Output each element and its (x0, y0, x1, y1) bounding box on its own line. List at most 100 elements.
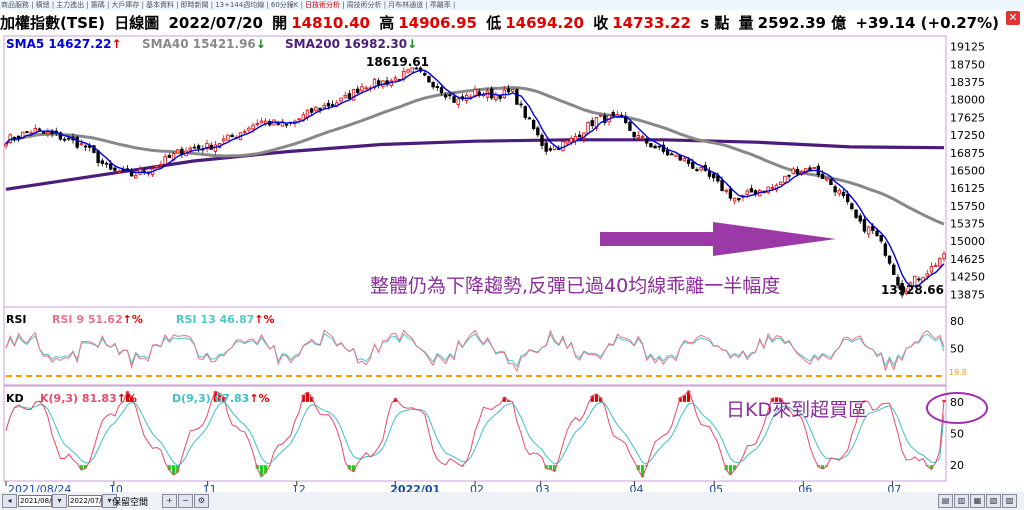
kd-extreme-fill (301, 394, 305, 402)
candle (770, 186, 775, 189)
candle (519, 103, 523, 106)
candle (665, 149, 670, 156)
prev-icon[interactable]: ◂ (2, 494, 17, 508)
candle (364, 87, 368, 90)
candle (778, 181, 783, 185)
candle (531, 120, 536, 130)
candle (414, 67, 419, 70)
candle (825, 178, 829, 181)
candle (159, 164, 163, 167)
tool-4-icon[interactable]: ▧ (986, 494, 1001, 508)
k-line (5, 389, 945, 479)
tool-2-icon[interactable]: ▥ (954, 494, 969, 508)
tab-1[interactable]: 橫總 | (35, 1, 55, 9)
rsi9-label: RSI 9 51.62↑% (52, 313, 143, 326)
candle (632, 131, 636, 138)
rsi-panel (3, 306, 947, 386)
candle (896, 276, 900, 286)
d-label: D(9,3) 67.83↑% (172, 392, 270, 405)
candle (720, 179, 724, 192)
candle (100, 160, 105, 164)
index-name: 加權指數(TSE) (0, 14, 105, 32)
candle (25, 131, 29, 134)
candle (540, 134, 544, 146)
tool-3-icon[interactable]: ▦ (970, 494, 985, 508)
candle (900, 282, 904, 296)
candle (737, 197, 741, 201)
candle (657, 145, 661, 148)
tab-5[interactable]: 基本資料 | (145, 1, 179, 9)
tool-5-icon[interactable]: ▨ (1002, 494, 1017, 508)
zoom-in-icon[interactable]: + (162, 494, 177, 508)
chart-kind: 日線圖 (114, 14, 160, 32)
candle (46, 131, 50, 135)
tab-12[interactable]: 乖離率 | (429, 1, 456, 9)
candle (649, 143, 653, 148)
kd-extreme-fill (594, 393, 599, 402)
y-tick-label: 14250 (950, 271, 985, 284)
volume-value: 2592.39 億 (757, 14, 847, 32)
candle (628, 121, 632, 131)
candle (213, 144, 218, 152)
kd-extreme-fill (130, 397, 134, 402)
candle (850, 203, 854, 210)
candle (196, 145, 201, 149)
candle (113, 167, 117, 171)
candle (79, 143, 84, 146)
candle (724, 189, 728, 192)
calendar-end-icon[interactable]: ▾ (102, 494, 117, 508)
volume-label: 量 (738, 14, 754, 32)
tab-0[interactable]: 商品服務 | (1, 1, 34, 9)
candle (598, 114, 603, 117)
rsi13-label: RSI 13 46.87↑% (176, 313, 275, 326)
candle (247, 127, 251, 131)
candle (691, 162, 695, 169)
candle (515, 89, 519, 105)
candle (611, 112, 615, 116)
candle (938, 258, 942, 267)
open-label: 開 (272, 14, 288, 32)
candle (314, 106, 318, 111)
rsi-threshold-label: 19.8 (949, 368, 967, 377)
zoom-out-icon[interactable]: − (178, 494, 193, 508)
candle (510, 88, 515, 92)
y-tick-label: 17625 (950, 111, 985, 124)
rsi-tick-label: 50 (950, 342, 964, 355)
end-date-input[interactable]: 2022/07/20 (68, 495, 111, 507)
kd-extreme-fill (636, 465, 640, 471)
tool-1-icon[interactable]: ▤ (938, 494, 953, 508)
tab-9[interactable]: 日技術分析 | (304, 1, 345, 9)
tab-6[interactable]: 即時新聞 | (180, 1, 214, 9)
candle (766, 186, 770, 194)
candle (569, 137, 574, 143)
candle (753, 190, 758, 194)
candle (791, 168, 795, 175)
candle (351, 89, 356, 101)
tab-7[interactable]: 13+144週均線 | (215, 1, 269, 9)
calendar-icon[interactable]: ▾ (52, 494, 67, 508)
candle (783, 175, 787, 183)
open-value: 14810.40 (291, 14, 370, 32)
candle (163, 156, 167, 165)
candle (347, 93, 352, 100)
kd-extreme-fill (929, 465, 934, 470)
start-date-input[interactable]: 2021/08/24 (18, 495, 61, 507)
tab-10[interactable]: 周技術分析 | (346, 1, 387, 9)
settings-icon[interactable]: ⚙ (194, 494, 209, 508)
sma5-label: SMA5 14627.22↑ (6, 37, 122, 51)
kd-extreme-fill (820, 465, 825, 469)
kd-extreme-fill (552, 465, 557, 472)
tab-3[interactable]: 籌碼 | (90, 1, 110, 9)
tab-4[interactable]: 大戶庫存 | (111, 1, 144, 9)
candle (603, 115, 607, 123)
close-icon[interactable]: ✕ (1006, 11, 1020, 25)
tab-8[interactable]: 60分鐘K | (270, 1, 303, 9)
candle (226, 134, 230, 141)
kd-extreme-fill (640, 465, 645, 478)
y-tick-label: 19125 (950, 41, 985, 54)
candle (577, 134, 582, 138)
tab-2[interactable]: 主力進出 | (56, 1, 89, 9)
close-label: 收 (593, 14, 609, 32)
candle (812, 167, 816, 169)
tab-11[interactable]: 月布林通道 | (388, 1, 428, 9)
